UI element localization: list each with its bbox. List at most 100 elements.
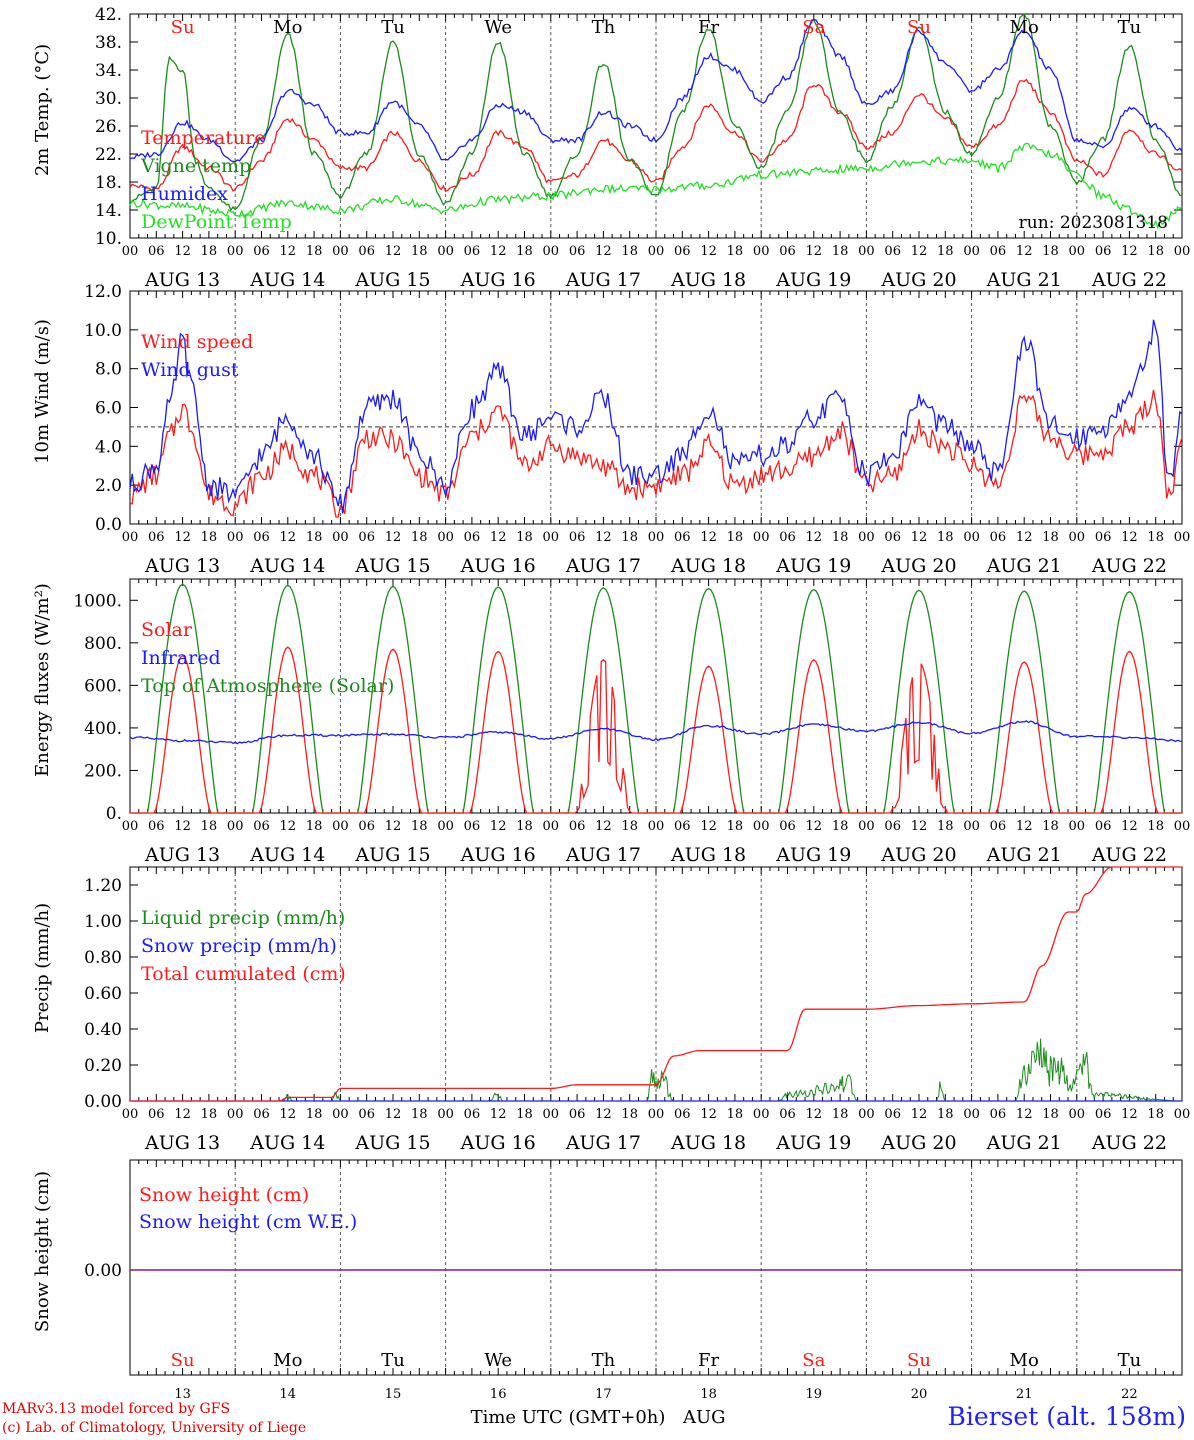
y-tick-label: 0.40 xyxy=(84,1020,122,1040)
hour-tick-label: 06 xyxy=(464,1107,481,1122)
hour-tick-label: 12 xyxy=(911,244,928,259)
y-tick-label: 400. xyxy=(84,719,122,739)
legend-entry: Snow precip (mm/h) xyxy=(141,935,337,957)
legend-entry: Snow height (cm W.E.) xyxy=(139,1211,357,1233)
weekday-label: Su xyxy=(907,17,931,38)
hour-tick-label: 06 xyxy=(358,244,375,259)
weekday-label: Tu xyxy=(1118,17,1142,38)
legend-entry: Temperature xyxy=(141,127,265,149)
y-tick-label: 30. xyxy=(95,89,122,109)
date-label: AUG 16 xyxy=(460,269,536,291)
hour-tick-label: 12 xyxy=(1121,530,1138,545)
hour-tick-label: 06 xyxy=(674,244,691,259)
date-label: AUG 15 xyxy=(354,555,430,577)
weekday-label: Sa xyxy=(802,17,825,38)
hour-tick-label: 18 xyxy=(937,1107,954,1122)
hour-tick-label: 18 xyxy=(306,819,323,834)
y-tick-label: 22. xyxy=(95,145,122,165)
hour-tick-label: 12 xyxy=(385,1107,402,1122)
weekday-label: Fr xyxy=(698,1350,719,1371)
hour-tick-label: 12 xyxy=(385,530,402,545)
legend-entry: Snow height (cm) xyxy=(139,1184,309,1206)
hour-tick-label: 12 xyxy=(1121,244,1138,259)
hour-tick-label: 00 xyxy=(648,1107,665,1122)
series-line-humidex xyxy=(129,18,1183,163)
hour-tick-label: 06 xyxy=(569,244,586,259)
date-label: AUG 13 xyxy=(144,555,220,577)
hour-tick-label: 18 xyxy=(1042,530,1059,545)
day-number-label: 13 xyxy=(174,1387,191,1402)
y-tick-label: 38. xyxy=(95,33,122,53)
hour-tick-label: 06 xyxy=(464,530,481,545)
y-tick-label: 2.0 xyxy=(95,476,122,496)
weekday-label: We xyxy=(484,1350,512,1371)
panel-energy-ylabel: Energy fluxes (W/m²) xyxy=(32,583,53,777)
weekday-label: Fr xyxy=(698,17,719,38)
date-label: AUG 15 xyxy=(354,1132,430,1154)
hour-tick-label: 18 xyxy=(411,244,428,259)
hour-tick-label: 00 xyxy=(1069,530,1086,545)
hour-tick-label: 18 xyxy=(201,530,218,545)
panel-wind-ylabel: 10m Wind (m/s) xyxy=(32,319,53,464)
date-label: AUG 17 xyxy=(565,555,641,577)
hour-tick-label: 12 xyxy=(1016,530,1033,545)
hour-tick-label: 18 xyxy=(306,1107,323,1122)
hour-tick-label: 00 xyxy=(1174,530,1191,545)
series-line-dewpoint-temp xyxy=(129,142,1183,230)
hour-tick-label: 00 xyxy=(332,244,349,259)
hour-tick-label: 12 xyxy=(700,530,717,545)
weekday-label: Tu xyxy=(381,1350,405,1371)
hour-tick-label: 06 xyxy=(253,530,270,545)
hour-tick-label: 18 xyxy=(1147,1107,1164,1122)
y-tick-label: 0.80 xyxy=(84,948,122,968)
hour-tick-label: 00 xyxy=(543,1107,560,1122)
hour-tick-label: 00 xyxy=(122,244,139,259)
hour-tick-label: 06 xyxy=(674,530,691,545)
hour-tick-label: 18 xyxy=(1147,530,1164,545)
hour-tick-label: 06 xyxy=(569,819,586,834)
date-label: AUG 17 xyxy=(565,844,641,866)
y-tick-label: 200. xyxy=(84,761,122,781)
hour-tick-label: 06 xyxy=(148,530,165,545)
hour-tick-label: 00 xyxy=(753,1107,770,1122)
hour-tick-label: 06 xyxy=(674,819,691,834)
hour-tick-label: 06 xyxy=(884,1107,901,1122)
hour-tick-label: 06 xyxy=(464,819,481,834)
date-label: AUG 14 xyxy=(249,1132,325,1154)
weekday-label: Mo xyxy=(1010,1350,1039,1371)
hour-tick-label: 18 xyxy=(832,530,849,545)
weekday-label: Th xyxy=(592,17,616,38)
hour-tick-label: 12 xyxy=(174,244,191,259)
hour-tick-label: 12 xyxy=(490,819,507,834)
hour-tick-label: 18 xyxy=(516,244,533,259)
y-tick-label: 10.0 xyxy=(84,321,122,341)
panel-temperature-frame xyxy=(129,13,1183,239)
weekday-label: Su xyxy=(171,1350,195,1371)
hour-tick-label: 18 xyxy=(1042,1107,1059,1122)
hour-tick-label: 00 xyxy=(963,530,980,545)
date-label: AUG 14 xyxy=(249,555,325,577)
hour-tick-label: 06 xyxy=(990,530,1007,545)
hour-tick-label: 12 xyxy=(1016,244,1033,259)
date-label: AUG 13 xyxy=(144,269,220,291)
hour-tick-label: 00 xyxy=(858,244,875,259)
day-number-label: 19 xyxy=(806,1387,823,1402)
y-tick-label: 1.00 xyxy=(84,912,122,932)
date-label: AUG 20 xyxy=(880,555,956,577)
legend-entry: Solar xyxy=(141,619,193,641)
date-label: AUG 20 xyxy=(880,269,956,291)
hour-tick-label: 06 xyxy=(884,244,901,259)
hour-tick-label: 18 xyxy=(621,244,638,259)
hour-tick-label: 18 xyxy=(937,244,954,259)
hour-tick-label: 12 xyxy=(595,530,612,545)
weekday-label: Su xyxy=(907,1350,931,1371)
day-number-label: 16 xyxy=(490,1387,507,1402)
y-tick-label: 0.0 xyxy=(95,515,122,535)
series-line-solar xyxy=(130,646,1182,814)
y-tick-label: 600. xyxy=(84,676,122,696)
hour-tick-label: 12 xyxy=(174,1107,191,1122)
date-label: AUG 20 xyxy=(880,844,956,866)
hour-tick-label: 12 xyxy=(1016,819,1033,834)
hour-tick-label: 18 xyxy=(937,530,954,545)
y-tick-label: 34. xyxy=(95,61,122,81)
